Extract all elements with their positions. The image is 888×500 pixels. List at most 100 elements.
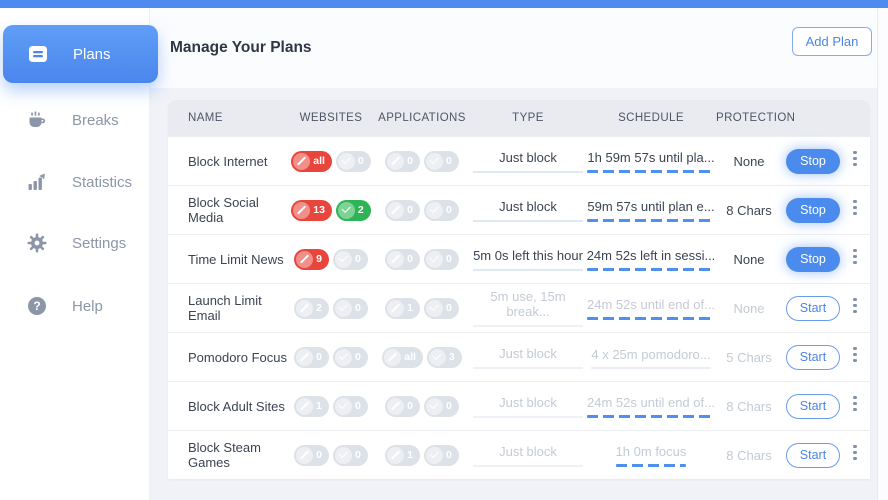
blocked-icon [387,152,405,170]
blocked-icon [384,348,402,366]
kebab-menu-button[interactable] [849,391,861,415]
page-header: Manage Your Plans Add Plan [150,8,888,88]
plan-protection: None [733,153,765,169]
sidebar-item-settings[interactable]: Settings [0,227,150,259]
blocked-icon [387,299,405,317]
start-button[interactable]: Start [786,393,840,419]
plan-schedule[interactable]: 1h 0m focus [616,444,687,467]
count-badge: 0 [424,297,459,319]
plan-protection: None [733,251,765,267]
plan-protection: 5 Chars [726,349,772,365]
sidebar: Plans Breaks Statistics Settings ? Help [0,8,158,500]
sidebar-item-label: Plans [73,45,111,63]
blocked-icon [387,397,405,415]
help-icon: ? [26,295,48,317]
stop-button[interactable]: Stop [786,246,840,272]
plan-type[interactable]: Just block [473,199,583,222]
sidebar-item-help[interactable]: ? Help [0,290,150,322]
plan-schedule[interactable]: 24m 52s left in sessi... [587,248,716,271]
count-badge: 0 [294,346,329,368]
count-badge: 0 [333,395,368,417]
allowed-icon [426,299,443,317]
plan-name: Time Limit News [188,251,284,267]
start-button[interactable]: Start [786,442,840,468]
start-button[interactable]: Start [786,344,840,370]
plan-name: Block Internet [188,153,268,169]
websites-badges: all 0 [288,150,374,172]
plan-type[interactable]: Just block [473,346,583,369]
plan-type[interactable]: Just block [473,444,583,467]
blocked-icon [293,152,311,170]
kebab-menu-button[interactable] [849,244,861,268]
kebab-menu-button[interactable] [849,146,861,170]
plan-name: Block Steam Games [188,440,261,470]
count-badge: 0 [385,199,420,221]
plan-protection: 8 Chars [726,447,772,463]
plan-name: Block Adult Sites [188,398,285,414]
content-area: NAME WEBSITES APPLICATIONS TYPE SCHEDULE… [150,88,888,500]
kebab-menu-button[interactable] [849,342,861,366]
sidebar-item-label: Statistics [72,173,133,191]
kebab-menu-button[interactable] [849,293,861,317]
count-badge: 2 [335,199,371,221]
kebab-menu-button[interactable] [849,195,861,219]
plan-protection: 8 Chars [726,398,772,414]
column-header-websites: WEBSITES [299,112,363,124]
start-button[interactable]: Start [786,295,840,321]
sidebar-item-plans[interactable]: Plans [3,25,158,83]
plan-schedule[interactable]: 24m 52s until end of... [587,297,715,320]
allowed-icon [426,397,443,415]
count-badge: 0 [424,150,459,172]
column-header-type: TYPE [512,112,544,124]
plan-protection: None [733,300,765,316]
blocked-icon [296,397,314,415]
kebab-menu-button[interactable] [849,440,861,464]
table-header-row: NAME WEBSITES APPLICATIONS TYPE SCHEDULE… [168,100,870,136]
svg-text:?: ? [33,299,40,313]
top-accent-bar [0,0,888,8]
count-badge: 9 [294,248,329,270]
scrollbar-track[interactable] [877,8,888,500]
plan-schedule[interactable]: 59m 57s until plan e... [587,199,714,222]
count-badge: all [382,346,423,368]
count-badge: 0 [385,395,420,417]
plan-schedule[interactable]: 1h 59m 57s until pla... [587,150,714,173]
blocked-icon [296,250,314,268]
plan-schedule[interactable]: 4 x 25m pomodoro... [591,347,710,369]
count-badge: 0 [333,346,368,368]
plan-protection: 8 Chars [726,202,772,218]
count-badge: 2 [294,297,329,319]
stop-button[interactable]: Stop [786,197,840,223]
sidebar-item-breaks[interactable]: Breaks [0,104,150,136]
plan-type[interactable]: 5m 0s left this hour [473,248,583,271]
blocked-icon [387,201,405,219]
count-badge: 0 [333,297,368,319]
stop-button[interactable]: Stop [786,148,840,174]
column-header-applications: APPLICATIONS [378,112,466,124]
count-badge: 0 [385,150,420,172]
count-badge: 0 [294,444,329,466]
plan-schedule[interactable]: 24m 52s until end of... [587,395,715,418]
plan-name: Block Social Media [188,195,259,225]
count-badge: 1 [385,297,420,319]
sidebar-item-statistics[interactable]: Statistics [0,166,150,198]
plan-type[interactable]: 5m use, 15m break... [473,289,583,327]
add-plan-button[interactable]: Add Plan [792,27,872,56]
sidebar-item-label: Help [72,297,103,315]
plan-type[interactable]: Just block [473,150,583,173]
statistics-icon [26,171,48,193]
plan-type[interactable]: Just block [473,395,583,418]
column-header-name: NAME [188,112,223,124]
